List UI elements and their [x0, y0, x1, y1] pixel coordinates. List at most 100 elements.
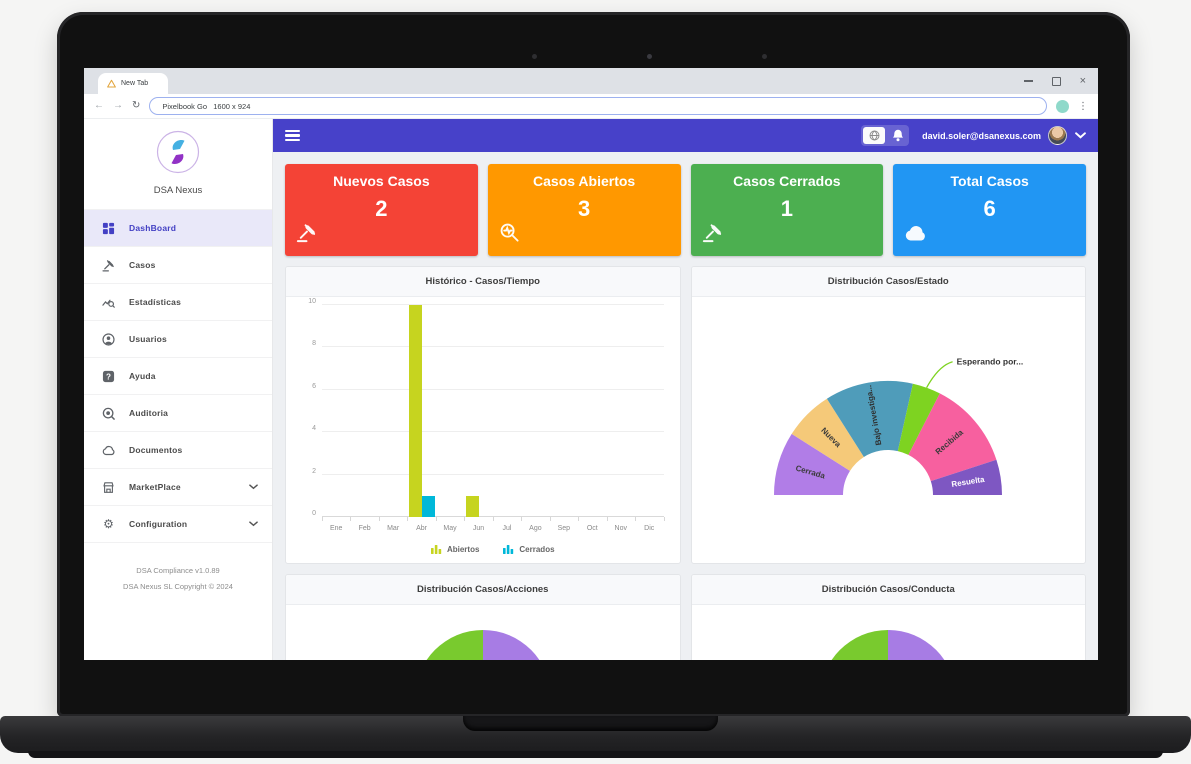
stat-value: 1: [780, 196, 793, 221]
sidebar: DSA Nexus DashBoard Casos Estadísticas U…: [84, 119, 273, 660]
sidebar-item-ayuda[interactable]: ? Ayuda: [84, 357, 272, 394]
x-axis-label: Mar: [387, 525, 400, 532]
legend-label: Cerrados: [519, 544, 555, 554]
legend-label: Abiertos: [446, 544, 480, 554]
y-axis-label: 10: [308, 298, 316, 305]
sidebar-item-documentos[interactable]: Documentos: [84, 431, 272, 468]
stat-card-0: Nuevos Casos 2: [285, 164, 478, 256]
sidebar-item-dashboard[interactable]: DashBoard: [84, 209, 272, 246]
stat-card-3: Total Casos 6: [893, 164, 1086, 256]
sidebar-item-usuarios[interactable]: Usuarios: [84, 320, 272, 357]
legend-bars-icon: [430, 544, 442, 554]
gridline: [322, 473, 664, 475]
x-axis-label: Ago: [529, 525, 542, 532]
help-icon: ?: [101, 370, 116, 383]
stat-gavel-icon: [295, 221, 318, 249]
y-axis-label: 0: [312, 510, 316, 517]
stat-title: Casos Abiertos: [533, 173, 636, 189]
chart-title: Distribución Casos/Conducta: [691, 575, 1085, 605]
stat-title: Nuevos Casos: [333, 173, 430, 189]
x-axis-label: May: [443, 525, 457, 532]
sidebar-item-auditoria[interactable]: Auditoria: [84, 394, 272, 431]
bar-cerrados-abr[interactable]: [421, 495, 435, 517]
stat-gavel-icon: [701, 221, 724, 249]
gridline: [322, 516, 664, 517]
browser-tab[interactable]: New Tab: [98, 73, 168, 94]
donut-segment-nueva[interactable]: [791, 398, 865, 471]
close-icon[interactable]: ×: [1079, 74, 1086, 87]
x-axis-label: Jun: [472, 525, 485, 532]
x-axis-label: Feb: [358, 525, 371, 532]
historico-chart-card: Histórico - Casos/Tiempo 0 2 4 6 8 10 Ene Feb M…: [285, 266, 681, 564]
webcam-dot: [647, 54, 652, 59]
bar-abiertos-jun[interactable]: [465, 495, 479, 517]
legend-item-abiertos[interactable]: Abiertos: [430, 544, 480, 554]
stat-value: 2: [375, 196, 388, 221]
donut-segment-cerrada[interactable]: [774, 433, 851, 495]
x-axis-label: Oct: [586, 525, 598, 532]
donut-segment-esperandopor[interactable]: [898, 383, 941, 455]
chart-title: Histórico - Casos/Tiempo: [286, 267, 680, 297]
language-globe-icon[interactable]: [863, 127, 886, 144]
gridline: [322, 431, 664, 433]
dashboard-grid-icon: [101, 222, 116, 235]
bar-abiertos-abr[interactable]: [408, 305, 422, 517]
x-axis-labels: Ene Feb Mar Abr May Jun Jul Ago Sep Oct Nov Dic: [322, 521, 664, 536]
forward-icon[interactable]: →: [113, 100, 123, 111]
sidebar-item-marketplace[interactable]: MarketPlace: [84, 468, 272, 505]
gridline: [322, 388, 664, 390]
maximize-icon[interactable]: [1051, 76, 1061, 86]
chart-title: Distribución Casos/Acciones: [286, 575, 680, 605]
stat-title: Casos Cerrados: [733, 173, 841, 189]
donut-segment-recibida[interactable]: [908, 393, 997, 482]
bar-chart-legend: Abiertos Cerrados: [322, 538, 664, 560]
url-bar[interactable]: Pixelbook Go 1600 x 924: [149, 97, 1047, 115]
donut-segment-resuelta[interactable]: [931, 459, 1003, 495]
legend-item-cerrados[interactable]: Cerrados: [503, 544, 555, 554]
x-axis-label: Ene: [329, 525, 343, 532]
y-axis-label: 6: [312, 382, 316, 390]
donut-segment-bajoinvestiga[interactable]: [827, 380, 914, 457]
minimize-icon[interactable]: [1023, 80, 1033, 82]
version-text: DSA Compliance v1.0.89: [136, 566, 220, 575]
sidebar-item-casos[interactable]: Casos: [84, 246, 272, 283]
warning-favicon-icon: [107, 79, 116, 88]
x-axis-ticks: [322, 517, 665, 521]
x-axis-label: Abr: [416, 525, 428, 532]
x-axis-label: Jul: [502, 525, 512, 532]
audit-icon: [101, 407, 116, 420]
hamburger-menu-icon[interactable]: [285, 129, 300, 142]
stat-value: 3: [578, 196, 591, 221]
reload-icon[interactable]: ↻: [132, 100, 141, 111]
notifications-bell-icon[interactable]: [889, 129, 907, 142]
sidebar-item-estadísticas[interactable]: Estadísticas: [84, 283, 272, 320]
back-icon[interactable]: ←: [94, 100, 104, 111]
sidebar-item-label: Auditoria: [129, 408, 169, 418]
brand-name: DSA Nexus: [153, 185, 203, 196]
pie-conducta[interactable]: [820, 630, 957, 660]
user-email[interactable]: david.soler@dsanexus.com: [922, 130, 1041, 141]
sidebar-item-label: Usuarios: [129, 334, 167, 344]
conducta-chart-card: Distribución Casos/Conducta: [690, 574, 1086, 660]
legend-bars-icon: [503, 544, 514, 554]
store-icon: [101, 481, 116, 494]
sidebar-item-configuration[interactable]: ⚙ Configuration: [84, 505, 272, 543]
sidebar-item-label: Documentos: [129, 445, 183, 455]
tab-title: New Tab: [121, 80, 149, 87]
y-axis-label: 2: [312, 467, 316, 475]
estado-chart: Cerrada Nueva Bajo investiga... Recibida Res…: [692, 297, 1086, 553]
browser-tabstrip: New Tab ×: [84, 68, 1098, 94]
user-avatar[interactable]: [1048, 126, 1067, 145]
stat-search-pulse-icon: [498, 221, 521, 249]
browser-menu-icon[interactable]: ⋮: [1078, 100, 1088, 112]
estado-chart-card: Distribución Casos/Estado Cerrada Nueva Ba…: [690, 266, 1086, 564]
navbar-actions: [861, 125, 910, 146]
pie-acciones[interactable]: [414, 630, 551, 660]
browser-profile-avatar[interactable]: [1056, 99, 1069, 113]
user-menu-chevron-down-icon[interactable]: [1075, 132, 1086, 139]
stat-value: 6: [983, 196, 996, 221]
laptop-base-edge: [28, 751, 1163, 758]
stats-search-icon: [101, 296, 116, 309]
sidebar-footer: DSA Compliance v1.0.89 DSA Nexus SL Copy…: [84, 563, 272, 595]
